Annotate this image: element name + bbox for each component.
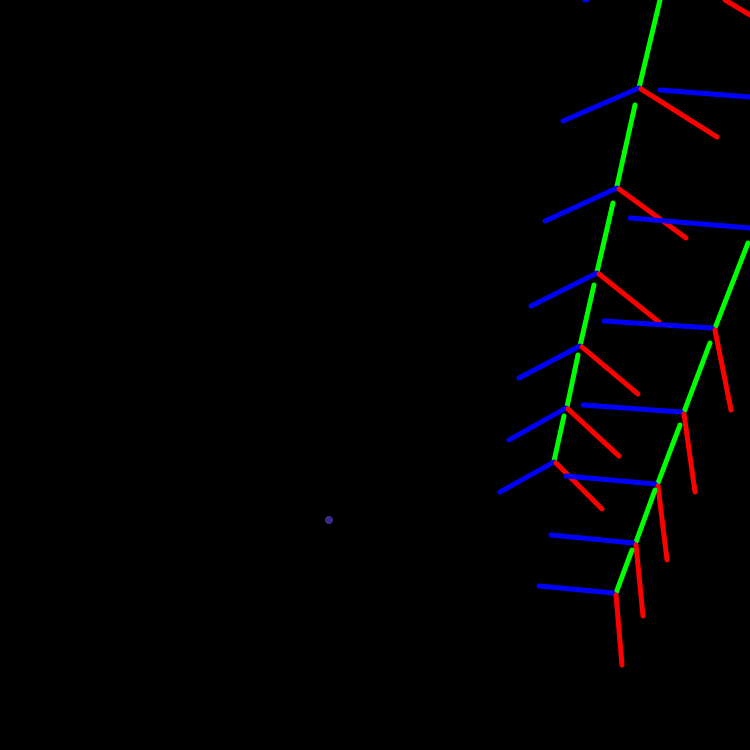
x-axis-line bbox=[613, 592, 625, 668]
x-axis-line bbox=[638, 86, 720, 140]
y-axis-line bbox=[655, 422, 683, 486]
x-axis-line bbox=[712, 327, 734, 413]
z-axis-line bbox=[542, 185, 620, 224]
z-axis-line bbox=[560, 85, 642, 124]
x-axis-line bbox=[616, 186, 689, 241]
z-axis-line bbox=[536, 583, 616, 596]
y-axis-line bbox=[712, 240, 750, 331]
origin-marker bbox=[325, 516, 333, 524]
y-axis-line bbox=[613, 547, 635, 596]
x-axis-line bbox=[633, 542, 646, 619]
z-axis-line bbox=[548, 532, 636, 546]
z-axis-line bbox=[516, 343, 583, 381]
z-axis-line bbox=[506, 405, 569, 443]
y-axis-line bbox=[594, 200, 616, 275]
y-axis-line bbox=[577, 282, 597, 349]
y-axis-line bbox=[633, 487, 658, 545]
x-axis-line bbox=[553, 460, 605, 512]
z-axis-line bbox=[657, 87, 750, 100]
y-axis-line bbox=[681, 340, 713, 415]
y-axis-line bbox=[551, 413, 567, 464]
z-axis-line bbox=[601, 318, 715, 331]
x-axis-line bbox=[655, 483, 670, 563]
z-axis-line bbox=[580, 402, 684, 415]
x-axis-line bbox=[565, 406, 622, 459]
z-axis-line bbox=[563, 473, 658, 487]
x-axis-line bbox=[681, 411, 698, 495]
z-axis-line bbox=[528, 270, 600, 309]
x-axis-line bbox=[579, 344, 641, 397]
z-axis-line bbox=[497, 459, 557, 495]
x-axis-line bbox=[722, 0, 750, 18]
y-axis-line bbox=[564, 352, 581, 410]
y-axis-line bbox=[614, 102, 638, 189]
z-axis-line bbox=[627, 215, 750, 231]
y-axis-line bbox=[636, 0, 663, 91]
x-axis-line bbox=[596, 271, 662, 325]
